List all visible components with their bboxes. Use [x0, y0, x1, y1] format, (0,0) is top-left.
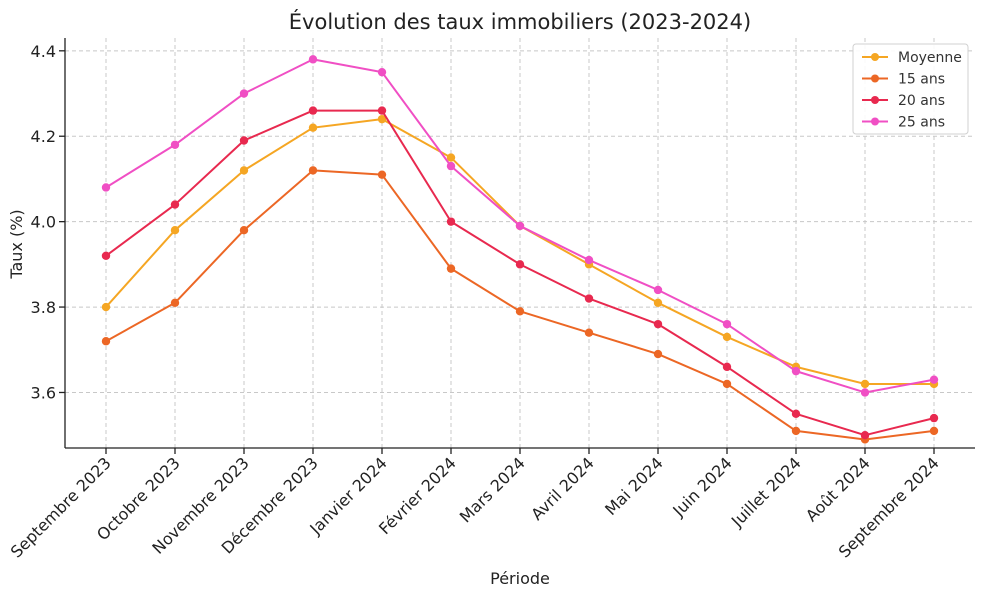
- y-tick-label: 4.0: [31, 213, 56, 232]
- data-point: [170, 225, 180, 235]
- data-point: [929, 413, 939, 423]
- data-point: [239, 89, 249, 98]
- data-point: [377, 114, 387, 124]
- data-point: [308, 166, 318, 175]
- data-point: [722, 379, 732, 389]
- data-point: [791, 426, 801, 436]
- data-point: [101, 337, 111, 346]
- y-tick-label: 4.2: [31, 127, 56, 146]
- data-point: [929, 375, 939, 384]
- data-point: [929, 426, 939, 436]
- y-tick-label: 3.6: [31, 383, 56, 402]
- legend-label: 25 ans: [898, 115, 945, 131]
- data-point: [791, 409, 801, 419]
- x-tick-label: Juillet 2024: [727, 453, 805, 531]
- legend-swatch-marker: [871, 117, 879, 126]
- y-tick-label: 3.8: [31, 298, 56, 317]
- series-2: [101, 106, 939, 440]
- legend: Moyenne 15 ans 20 ans 25 ans: [852, 43, 969, 135]
- data-point: [377, 170, 387, 179]
- data-point: [308, 106, 318, 115]
- data-point: [101, 183, 111, 192]
- y-tick-label: 4.4: [31, 42, 56, 61]
- data-point: [584, 255, 594, 265]
- data-point: [653, 298, 663, 307]
- data-point: [722, 319, 732, 329]
- legend-label: 20 ans: [898, 93, 945, 109]
- legend-label: Moyenne: [898, 50, 962, 66]
- data-point: [239, 166, 249, 175]
- data-point: [239, 225, 249, 235]
- data-point: [308, 55, 318, 64]
- data-point: [101, 251, 111, 261]
- x-tick-label: Mai 2024: [601, 453, 667, 519]
- legend-item: 20 ans: [862, 93, 945, 109]
- data-point: [515, 260, 525, 269]
- legend-swatch-marker: [871, 96, 879, 104]
- data-point: [446, 264, 456, 273]
- data-point: [653, 319, 663, 329]
- data-point: [584, 294, 594, 303]
- grid: [65, 38, 975, 448]
- series-layer: [101, 55, 939, 444]
- legend-item: Moyenne: [862, 50, 962, 66]
- data-point: [860, 430, 870, 440]
- chart-title: Évolution des taux immobiliers (2023-202…: [289, 9, 751, 34]
- x-tick-label: Août 2024: [802, 453, 874, 525]
- data-point: [446, 153, 456, 162]
- legend-swatch-marker: [871, 74, 879, 83]
- data-point: [170, 200, 180, 209]
- x-tick-label: Juin 2024: [668, 453, 735, 520]
- axes: [59, 38, 975, 454]
- data-point: [101, 302, 111, 312]
- data-point: [722, 332, 732, 342]
- data-point: [446, 217, 456, 226]
- data-point: [446, 161, 456, 171]
- data-point: [860, 388, 870, 397]
- data-point: [515, 307, 525, 316]
- x-tick-label: Mars 2024: [456, 453, 529, 526]
- data-point: [377, 67, 387, 77]
- legend-item: 25 ans: [862, 115, 945, 131]
- data-point: [239, 136, 249, 145]
- data-point: [308, 123, 318, 132]
- data-point: [170, 140, 180, 149]
- legend-item: 15 ans: [862, 72, 945, 88]
- x-tick-label: Avril 2024: [527, 453, 598, 524]
- data-point: [653, 349, 663, 359]
- data-point: [515, 221, 525, 231]
- data-point: [860, 379, 870, 389]
- legend-swatch-marker: [871, 53, 879, 61]
- x-axis-label: Période: [490, 569, 550, 588]
- x-tick-label: Septembre 2023: [7, 453, 115, 561]
- legend-box: [852, 43, 969, 135]
- data-point: [170, 298, 180, 307]
- y-axis-label: Taux (%): [7, 209, 26, 279]
- series-3: [101, 55, 939, 397]
- data-point: [377, 106, 387, 115]
- data-point: [653, 285, 663, 295]
- legend-label: 15 ans: [898, 72, 945, 88]
- data-point: [722, 362, 732, 372]
- data-point: [791, 366, 801, 376]
- data-point: [584, 328, 594, 337]
